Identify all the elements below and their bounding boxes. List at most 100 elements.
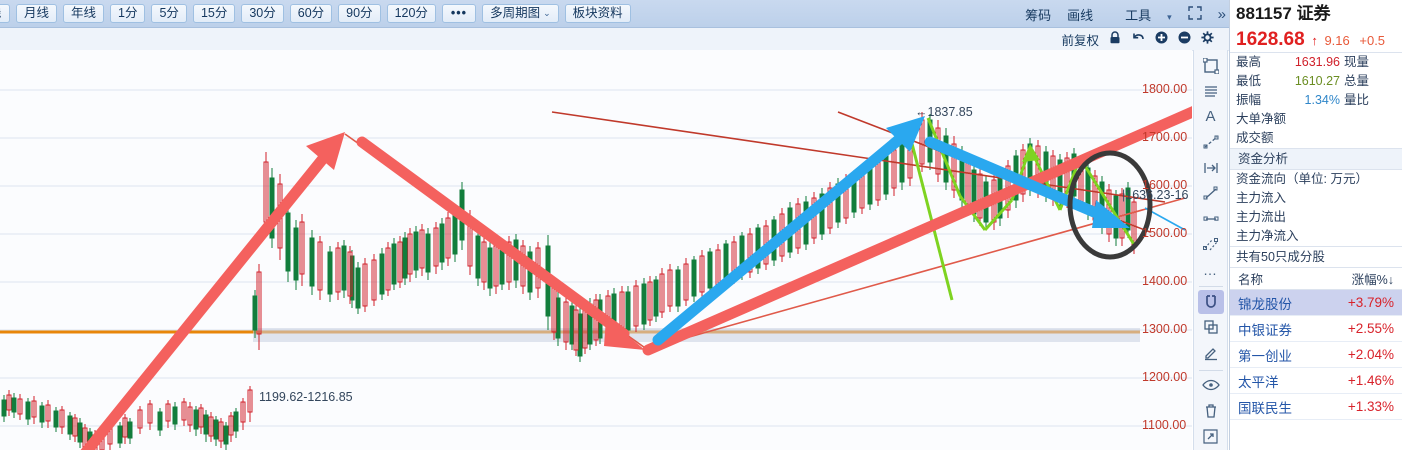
table-row[interactable]: 第一创业 +2.04% — [1230, 342, 1402, 368]
undo-icon[interactable] — [1131, 31, 1145, 47]
tools-divider-1 — [1198, 286, 1223, 288]
constituent-name: 国联民生 — [1238, 400, 1292, 416]
chevron-down-icon: ⌄ — [543, 8, 551, 18]
eye-icon[interactable] — [1198, 374, 1224, 397]
chips-button[interactable]: 筹码 — [1025, 7, 1052, 23]
period-button-4[interactable]: 5分 — [151, 4, 187, 23]
expand-glyph — [1187, 5, 1202, 20]
fullscreen-icon[interactable] — [1187, 5, 1202, 23]
fund-analysis-header[interactable]: 资金分析 — [1230, 148, 1402, 170]
period-button-3[interactable]: 1分 — [110, 4, 146, 23]
text-A-glyph: A — [1205, 108, 1216, 126]
main-inflow-label: 主力流入 — [1236, 191, 1287, 205]
multi-line-tool-icon[interactable] — [1198, 232, 1224, 255]
axis-tick-3: 1500.00 — [1142, 226, 1188, 240]
quote-row-amplitude: 振幅 1.34% 量比 — [1230, 91, 1402, 110]
table-row[interactable]: 国联民生 +1.33% — [1230, 394, 1402, 420]
stock-name: 证券 — [1296, 4, 1331, 23]
constituent-name: 锦龙股份 — [1238, 296, 1292, 312]
pencil-glyph — [1204, 348, 1217, 361]
pencil-icon[interactable] — [1198, 341, 1224, 364]
axis-tick-5: 1300.00 — [1142, 322, 1188, 336]
red-arrow-up-long — [642, 106, 1192, 356]
period-button-6[interactable]: 30分 — [241, 4, 284, 23]
segment-tool-icon[interactable] — [1198, 181, 1224, 204]
multi-period-chart-button[interactable]: 多周期图 ⌄ — [482, 4, 559, 23]
parallel-channel-tool-icon[interactable] — [1198, 79, 1224, 102]
value-high: 1631.96 — [1294, 55, 1340, 69]
label-amplitude: 振幅 — [1236, 93, 1262, 107]
grid-lines — [0, 89, 1192, 427]
fixed-range-tool-icon[interactable] — [1198, 156, 1224, 179]
constituent-name: 太平洋 — [1238, 374, 1279, 390]
period-button-8[interactable]: 90分 — [338, 4, 381, 23]
period-button-7[interactable]: 60分 — [289, 4, 333, 23]
wave-down-4 — [1078, 157, 1137, 247]
col-header-name[interactable]: 名称 — [1238, 273, 1264, 287]
period-button-0[interactable]: 线 — [0, 4, 10, 23]
resistance-line-1 — [551, 111, 1166, 203]
fund-flow-label: 资金流向（单位: 万元） — [1236, 172, 1368, 186]
multiline-glyph — [1202, 238, 1218, 251]
more-tools-icon[interactable]: … — [1198, 258, 1224, 281]
trendline-tool-icon[interactable] — [1198, 130, 1224, 153]
lock-icon[interactable] — [1109, 31, 1121, 47]
constituent-name: 第一创业 — [1238, 348, 1292, 364]
label-current-vol: 现量 — [1344, 55, 1370, 69]
tools-menu-button[interactable]: 工具 ▾ — [1109, 5, 1172, 24]
expand-arrow-icon[interactable] — [1198, 425, 1224, 448]
sector-info-button[interactable]: 板块资料 — [564, 4, 631, 23]
magnet-icon[interactable] — [1197, 290, 1224, 314]
rectangle-tool-icon[interactable] — [1198, 54, 1224, 77]
quote-row-high: 最高 1631.96 现量 — [1230, 53, 1402, 72]
quote-row-turnover: 成交额 — [1236, 131, 1274, 145]
tools-label: 工具 — [1125, 7, 1152, 23]
axis-tick-4: 1400.00 — [1142, 274, 1188, 288]
text-tool-icon[interactable]: A — [1198, 105, 1224, 128]
period-button-1[interactable]: 月线 — [16, 4, 58, 23]
expand-arrow-glyph — [1203, 429, 1218, 444]
trash-glyph — [1205, 404, 1216, 418]
more-arrow-icon[interactable]: » — [1217, 5, 1226, 23]
table-row[interactable]: 太平洋 +1.46% — [1230, 368, 1402, 394]
period-button-2[interactable]: 年线 — [63, 4, 105, 23]
clone-icon[interactable] — [1198, 316, 1224, 339]
rectangle-glyph — [1202, 57, 1219, 74]
constituent-name: 中银证券 — [1238, 322, 1292, 338]
ellipsis-glyph: … — [1203, 261, 1218, 278]
clone-glyph — [1203, 320, 1218, 335]
drawing-tools-sidebar: A — [1193, 50, 1228, 450]
chart-canvas — [0, 50, 1192, 450]
wave-up-1 — [983, 198, 1014, 232]
wave-arrowheads — [1022, 144, 1040, 162]
up-arrow-icon: ↑ — [1311, 33, 1318, 48]
ray-tool-icon[interactable] — [1198, 207, 1224, 230]
draw-line-button[interactable]: 画线 — [1067, 7, 1094, 23]
col-header-change[interactable]: 涨幅%↓ — [1351, 273, 1394, 287]
stock-header[interactable]: 881157 证券 — [1230, 0, 1402, 27]
price-chart[interactable]: ←1837.85 1199.62-1216.85 ←1034.32 |1636.… — [0, 50, 1192, 450]
zoom-out-icon[interactable] — [1178, 31, 1191, 47]
period-button-5[interactable]: 15分 — [192, 4, 236, 23]
zoom-in-icon[interactable] — [1155, 31, 1168, 47]
price-axis: 1800.00 1700.00 1600.00 1500.00 1400.00 … — [1140, 50, 1192, 450]
blue-arrow-down — [924, 136, 1130, 228]
adjust-mode-button[interactable]: 前复权 — [1061, 33, 1099, 48]
value-low: 1610.27 — [1294, 74, 1340, 88]
trash-icon[interactable] — [1198, 399, 1224, 422]
channel-glyph — [1204, 86, 1217, 97]
period-button-9[interactable]: 120分 — [386, 4, 436, 23]
constituent-change: +2.04% — [1347, 347, 1394, 362]
constituents-table-header: 名称 涨幅%↓ — [1230, 268, 1402, 290]
label-volume-ratio: 量比 — [1344, 93, 1370, 107]
gear-icon[interactable] — [1201, 31, 1214, 47]
top-toolbar: 线 月线 年线 1分 5分 15分 30分 60分 90分 120分 ••• 多… — [0, 0, 1402, 28]
more-periods-button[interactable]: ••• — [441, 4, 477, 23]
blue-arrow-up — [652, 116, 925, 346]
table-row[interactable]: 中银证券 +2.55% — [1230, 316, 1402, 342]
segment-glyph — [1203, 186, 1217, 200]
eye-glyph — [1201, 380, 1220, 391]
red-arrow-up — [80, 132, 345, 450]
table-row[interactable]: 锦龙股份 +3.79% — [1230, 290, 1402, 316]
axis-tick-6: 1200.00 — [1142, 370, 1188, 384]
